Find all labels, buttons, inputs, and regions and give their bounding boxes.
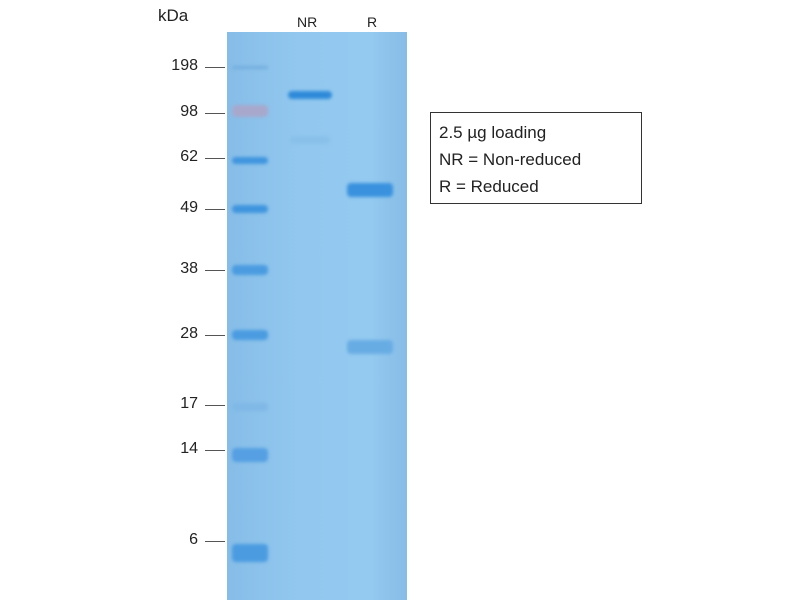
marker-tick [205,209,225,210]
marker-tick [205,541,225,542]
marker-label: 28 [180,325,198,342]
ladder-band [232,105,268,117]
marker-tick [205,335,225,336]
legend-line: 2.5 µg loading [439,123,547,142]
gel-image [227,32,407,600]
marker-label: 198 [171,57,198,74]
marker-tick [205,113,225,114]
ladder-band [232,265,268,275]
legend-line: NR = Non-reduced [439,150,582,169]
nr-band-faint [290,136,330,144]
marker-label: 98 [180,103,198,120]
ladder-band [232,205,268,213]
marker-tick [205,405,225,406]
unit-label: kDa [158,6,189,25]
marker-label: 62 [180,148,198,165]
marker-tick [205,158,225,159]
marker-tick [205,67,225,68]
ladder-band [232,448,268,462]
marker-label: 6 [189,531,198,548]
marker-label: 14 [180,440,198,457]
lane-label-nr: NR [297,14,318,30]
lane-label-r: R [367,14,378,30]
ladder-band [232,403,268,411]
marker-label: 17 [180,395,198,412]
legend-box: 2.5 µg loading NR = Non-reduced R = Redu… [430,112,642,204]
marker-label: 49 [180,199,198,216]
ladder-band [232,157,268,164]
marker-tick [205,450,225,451]
marker-tick [205,270,225,271]
marker-label: 38 [180,260,198,277]
nr-band [288,91,332,99]
ladder-band [232,544,268,562]
r-band-heavy-chain [347,183,393,197]
r-band-light-chain [347,340,393,354]
legend-line: R = Reduced [439,177,539,196]
ladder-band [232,330,268,340]
ladder-band [232,66,268,69]
